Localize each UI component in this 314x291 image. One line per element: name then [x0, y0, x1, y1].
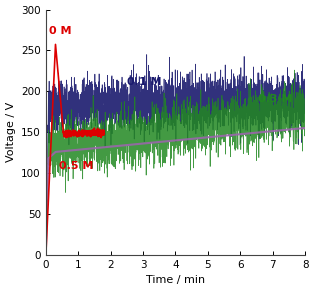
Text: 0.5 M: 0.5 M — [59, 161, 94, 171]
Text: 0.3 M: 0.3 M — [258, 94, 292, 104]
Text: 0 M: 0 M — [49, 26, 72, 36]
X-axis label: Time / min: Time / min — [146, 276, 205, 285]
Text: 0.1 M: 0.1 M — [127, 77, 161, 87]
Y-axis label: Voltage / V: Voltage / V — [6, 102, 16, 162]
